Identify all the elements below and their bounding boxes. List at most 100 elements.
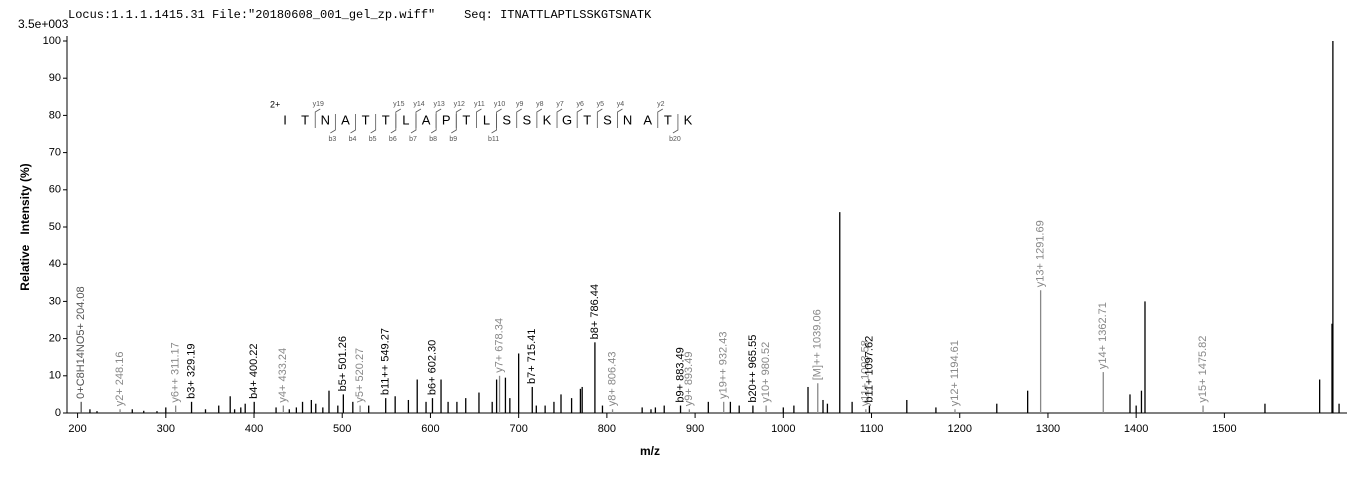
x-tick-label: 900 [686, 423, 704, 435]
residue: T [583, 112, 591, 127]
b-ion-label: b11 [488, 136, 499, 143]
residue: P [442, 112, 451, 127]
peak-label: b7+ 715.41 [526, 329, 538, 384]
residue: S [603, 112, 612, 127]
y-ion-label: y2 [657, 101, 665, 108]
residue: T [462, 112, 470, 127]
peak-label: [M]++ 1039.06 [812, 309, 824, 380]
y-ion-mark [596, 108, 603, 128]
b-ion-mark [350, 114, 356, 134]
y-ion-mark [536, 108, 543, 128]
b-ion-mark [410, 114, 417, 134]
b-ion-mark [672, 114, 679, 134]
x-tick-label: 1300 [1036, 423, 1060, 435]
x-tick-label: 1200 [947, 423, 971, 435]
x-tick-label: 400 [245, 423, 263, 435]
y-ion-mark [496, 108, 502, 128]
y-ion-label: y8 [536, 101, 544, 108]
y-ion-mark [576, 108, 583, 128]
residue: S [522, 112, 531, 127]
y-ion-label: y5 [597, 101, 605, 108]
charge-label: 2+ [270, 99, 280, 109]
y-ion-mark [455, 108, 462, 128]
b-ion-label: b6 [389, 136, 397, 143]
y-tick-label: 10 [49, 370, 61, 382]
peak-label: y6++ 311.17 [170, 342, 182, 402]
y-tick-label: 100 [43, 35, 61, 47]
peak-label: b6+ 602.30 [426, 340, 438, 395]
peak-label: y9+ 893.49 [683, 352, 695, 407]
residue: K [543, 112, 552, 127]
y-tick-label: 0 [55, 407, 61, 419]
y-tick-label: 60 [49, 184, 61, 196]
peak-label: y7+ 678.34 [493, 318, 505, 373]
peak-label: b11+ 1097.62 [863, 336, 875, 403]
peak-label: b4+ 400.22 [248, 343, 260, 398]
x-tick-label: 1400 [1124, 423, 1148, 435]
residue: A [422, 112, 431, 127]
y-tick-label: 30 [49, 295, 61, 307]
residue: T [664, 112, 672, 127]
peak-label: y8+ 806.43 [606, 352, 618, 407]
y-ion-label: y7 [556, 101, 564, 108]
y-ion-label: y11 [474, 101, 485, 108]
b-ion-mark [451, 114, 457, 134]
y-ion-mark [476, 108, 482, 128]
residue: N [321, 112, 330, 127]
y-ion-label: y12 [454, 101, 465, 108]
x-tick-label: 600 [421, 423, 439, 435]
residue: T [301, 112, 309, 127]
b-ion-mark [370, 114, 377, 134]
y-ion-mark [657, 108, 663, 128]
peak-label: b3+ 329.19 [185, 343, 197, 398]
residue: T [382, 112, 390, 127]
b-ion-label: b3 [328, 136, 336, 143]
y-tick-label: 40 [49, 258, 61, 270]
x-tick-label: 500 [333, 423, 351, 435]
b-ion-label: b5 [369, 136, 377, 143]
peak-label: y12+ 1194.61 [949, 340, 961, 406]
header: Locus:1.1.1.1415.31 File:"20180608_001_g… [68, 8, 652, 22]
x-tick-label: 200 [68, 423, 86, 435]
x-tick-label: 800 [598, 423, 616, 435]
y-ion-label: y6 [576, 101, 584, 108]
peak-label: y19++ 932.43 [718, 332, 730, 399]
y-tick-label: 70 [49, 147, 61, 159]
peak-label: b9+ 883.49 [674, 347, 686, 402]
b-ion-label: b4 [349, 136, 357, 143]
residue: A [643, 112, 652, 127]
peak-label: b20++ 965.55 [747, 335, 759, 403]
b-ion-label: b9 [449, 136, 457, 143]
b-ion-mark [330, 114, 336, 134]
intensity-scale: 3.5e+003 [18, 17, 69, 31]
peak-label: y2+ 248.16 [114, 352, 126, 407]
residue: L [483, 112, 490, 127]
residue: G [562, 112, 572, 127]
b-ion-mark [491, 114, 497, 134]
y-ion-mark [435, 108, 442, 128]
y-ion-mark [314, 108, 321, 128]
x-tick-label: 1100 [860, 423, 884, 435]
residue: A [341, 112, 350, 127]
x-tick-label: 700 [509, 423, 527, 435]
peak-label: y10+ 980.52 [760, 342, 772, 403]
residue: K [684, 112, 693, 127]
y-ion-mark [556, 108, 563, 128]
peak-label: y5+ 520.27 [354, 348, 366, 403]
residue: I [283, 112, 287, 127]
y-ion-label: y19 [313, 101, 324, 108]
residue: T [362, 112, 370, 127]
b-ion-label: b20 [669, 136, 681, 143]
y-ion-label: y4 [617, 101, 625, 108]
residue: N [623, 112, 632, 127]
x-tick-label: 300 [157, 423, 175, 435]
y-ion-label: y10 [494, 101, 505, 108]
x-tick-label: 1000 [771, 423, 795, 435]
b-ion-mark [390, 114, 397, 134]
b-ion-label: b7 [409, 136, 417, 143]
y-ion-mark [395, 108, 402, 128]
y-ion-label: y15 [393, 101, 404, 108]
peak-label: b5+ 501.26 [337, 336, 349, 391]
peak-label: b8+ 786.44 [589, 284, 601, 339]
